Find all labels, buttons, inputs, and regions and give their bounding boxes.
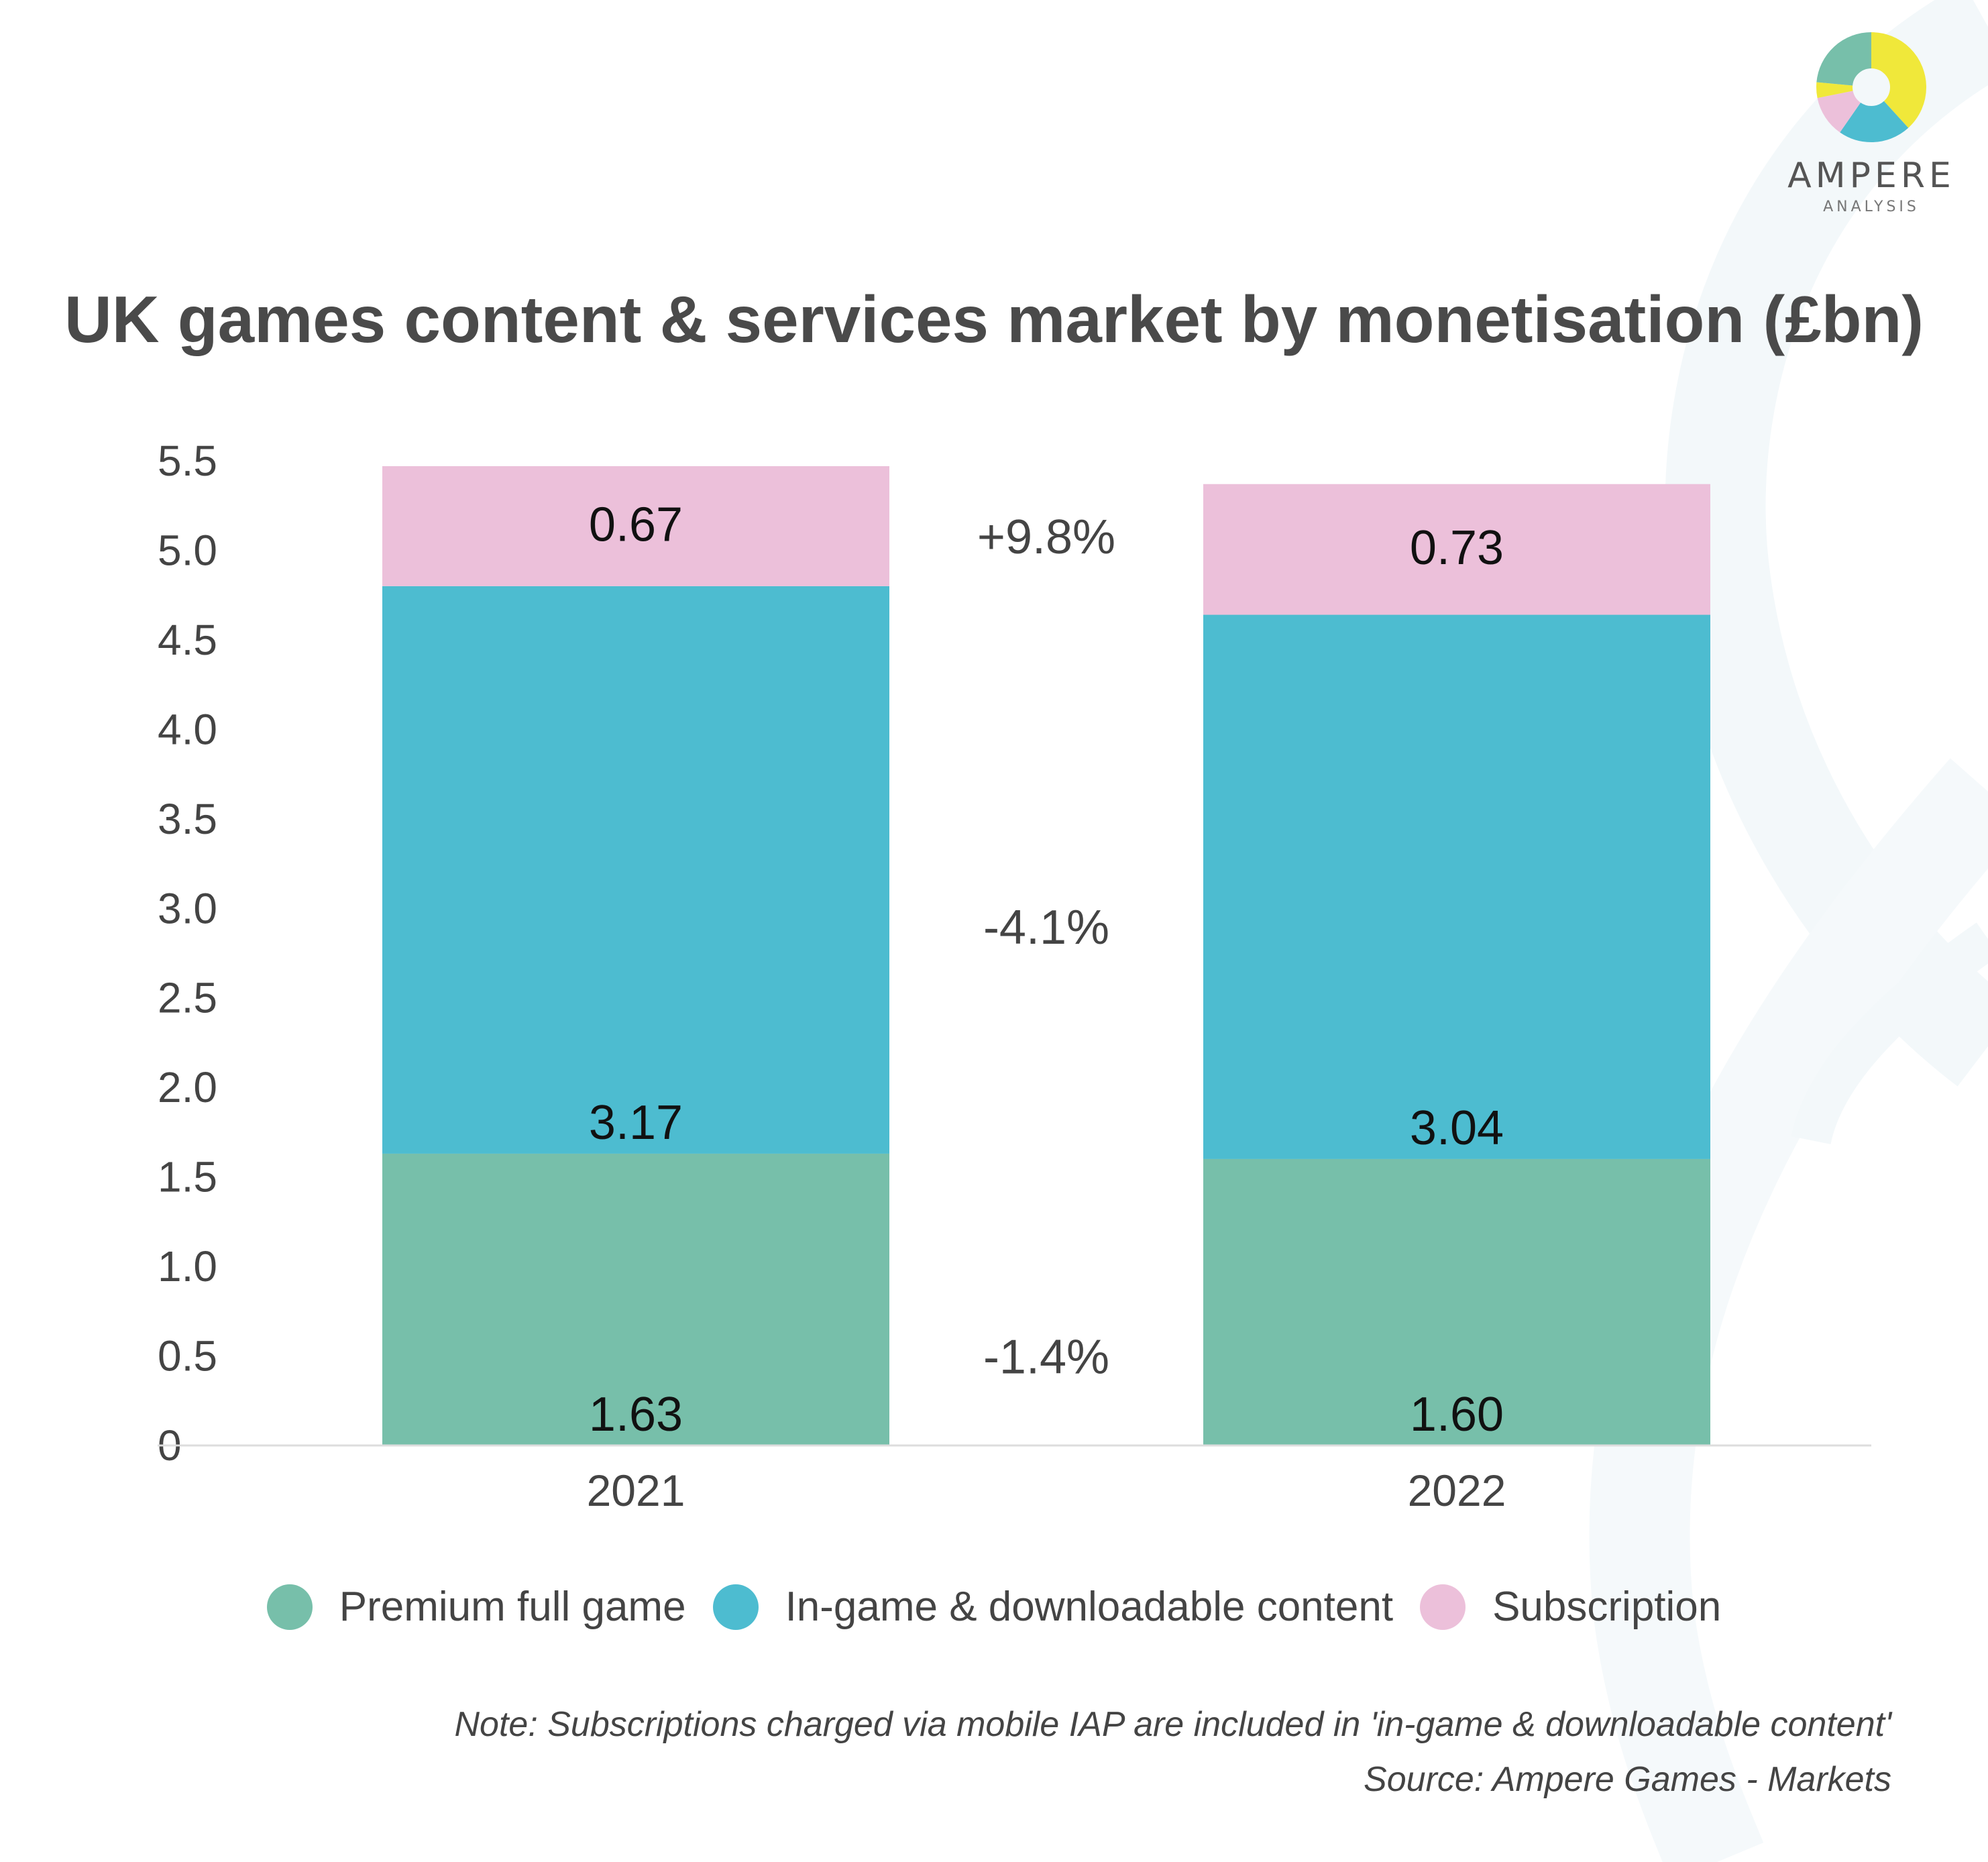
y-tick-label: 4.5 <box>158 616 217 664</box>
footnote: Note: Subscriptions charged via mobile I… <box>454 1697 1891 1807</box>
bar-segment <box>1203 1158 1710 1445</box>
y-tick-label: 2.0 <box>158 1063 217 1111</box>
legend-label-subscription: Subscription <box>1492 1584 1722 1630</box>
bar-segment <box>382 1153 889 1445</box>
chart-title: UK games content & services market by mo… <box>64 282 1924 356</box>
donut-logo-icon <box>1816 32 1926 142</box>
source-text: Source: Ampere Games - Markets <box>1364 1760 1891 1799</box>
ampere-logo: AMPERE ANALYSIS <box>1784 32 1958 215</box>
y-tick-label: 3.0 <box>158 884 217 932</box>
decorative-swoosh-thin <box>1791 922 1988 1145</box>
legend-item-premium: Premium full game <box>266 1583 686 1631</box>
legend-swatch-subscription <box>1420 1584 1466 1630</box>
y-tick-label: 3.5 <box>158 795 217 843</box>
stacked-bar-chart: 00.51.01.52.02.53.03.54.04.55.05.51.633.… <box>158 437 1871 1515</box>
legend-swatch-ingame <box>712 1584 759 1630</box>
y-tick-label: 5.0 <box>158 526 217 574</box>
bar-segment <box>1203 614 1710 1159</box>
y-tick-label: 5.5 <box>158 437 217 485</box>
y-tick-label: 1.5 <box>158 1153 217 1201</box>
growth-label: -1.4% <box>983 1330 1109 1384</box>
legend-label-premium: Premium full game <box>339 1584 686 1630</box>
bar-segment <box>382 466 889 586</box>
data-label: 0.73 <box>1410 521 1504 575</box>
bar-segment <box>382 586 889 1154</box>
logo-subtitle: ANALYSIS <box>1823 199 1920 215</box>
chart-legend: Premium full game In-game & downloadable… <box>0 1583 1988 1631</box>
legend-swatch-premium <box>266 1584 313 1630</box>
legend-item-ingame: In-game & downloadable content <box>712 1583 1394 1631</box>
y-tick-label: 4.0 <box>158 705 217 753</box>
data-label: 0.67 <box>589 498 683 551</box>
legend-label-ingame: In-game & downloadable content <box>785 1584 1394 1630</box>
data-label: 3.17 <box>589 1096 683 1150</box>
note-text: Note: Subscriptions charged via mobile I… <box>454 1705 1891 1744</box>
y-tick-label: 0.5 <box>158 1332 217 1380</box>
data-label: 1.63 <box>589 1388 683 1441</box>
y-tick-label: 2.5 <box>158 974 217 1022</box>
data-label: 1.60 <box>1410 1388 1504 1441</box>
x-tick-label: 2021 <box>587 1466 685 1515</box>
y-tick-label: 1.0 <box>158 1242 217 1291</box>
data-label: 3.04 <box>1410 1101 1504 1155</box>
growth-label: -4.1% <box>983 901 1109 954</box>
bar-segment <box>1203 484 1710 615</box>
growth-label: +9.8% <box>977 510 1115 564</box>
x-tick-label: 2022 <box>1408 1466 1506 1515</box>
legend-item-subscription: Subscription <box>1420 1583 1721 1631</box>
logo-name: AMPERE <box>1787 156 1955 196</box>
